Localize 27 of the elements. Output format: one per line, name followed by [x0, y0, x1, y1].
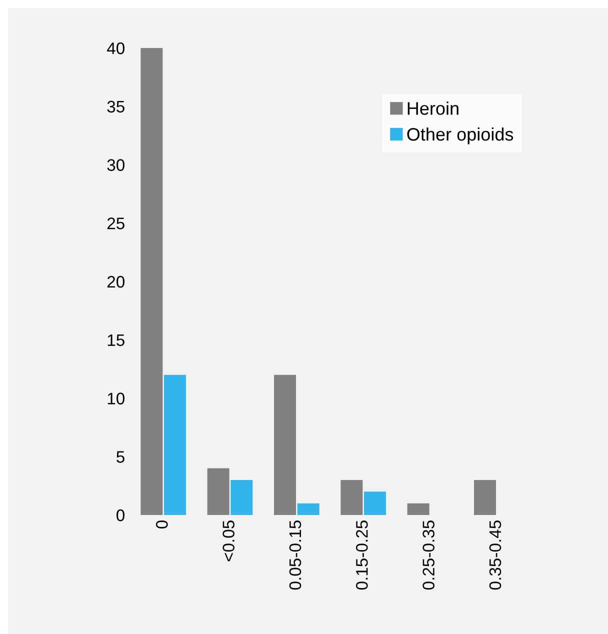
x-tick-label: 0.15-0.25: [356, 520, 368, 590]
bar: [164, 374, 186, 515]
y-tick-label: 20: [107, 276, 124, 288]
y-tick-label: 0: [116, 509, 124, 522]
bar: [207, 468, 230, 515]
y-tick-label: 40: [106, 42, 124, 54]
y-tick-label: 35: [107, 100, 124, 113]
x-tick-label: 0.25-0.35: [422, 520, 434, 590]
x-tick-label: <0.05: [222, 520, 234, 562]
bar: [340, 480, 363, 515]
legend-label: Heroin: [408, 102, 458, 115]
bar: [274, 374, 296, 515]
bar: [364, 492, 386, 515]
bar: [474, 480, 496, 515]
x-tick-label: 0.05-0.15: [289, 520, 302, 590]
bar: [230, 480, 253, 515]
y-tick-label: 25: [107, 218, 124, 230]
x-tick-label: 0: [156, 520, 168, 528]
y-tick-label: 30: [107, 159, 124, 171]
legend-label: Other opioids: [407, 127, 514, 144]
y-tick-label: 10: [108, 392, 124, 404]
y-tick-label: 15: [108, 334, 124, 346]
bar: [407, 503, 430, 515]
bar: [297, 503, 320, 515]
bar: [140, 48, 163, 515]
y-tick-label: 5: [116, 451, 124, 463]
x-tick-label: 0.35-0.45: [489, 520, 502, 590]
